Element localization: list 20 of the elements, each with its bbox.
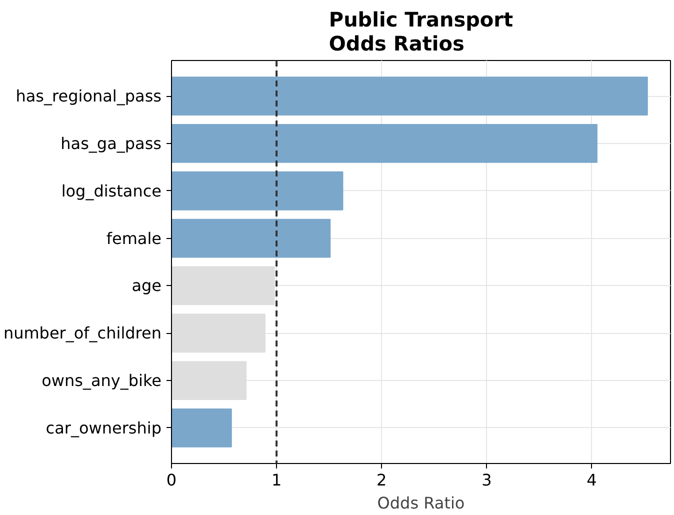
y-tick-label: has_ga_pass	[60, 134, 162, 153]
y-tick-label: age	[132, 276, 162, 296]
x-axis-title: Odds Ratio	[377, 494, 465, 512]
x-tick-label: 4	[586, 470, 597, 490]
bar	[172, 124, 598, 163]
x-tick-label: 1	[271, 470, 282, 490]
y-tick-label: owns_any_bike	[42, 371, 162, 390]
x-tick-label: 3	[482, 470, 492, 490]
bar	[172, 171, 344, 210]
chart-title: Public Transport Odds Ratios	[328, 8, 514, 56]
y-tick-label: number_of_children	[3, 324, 162, 343]
bar	[172, 408, 232, 448]
x-tick-label: 0	[166, 470, 177, 490]
y-tick-label: log_distance	[61, 181, 162, 200]
y-tick-label: has_regional_pass	[16, 86, 162, 106]
y-tick-label: female	[106, 228, 162, 248]
bar	[172, 218, 331, 258]
bar	[172, 76, 648, 116]
x-tick-label: 2	[376, 470, 387, 490]
y-tick-label: car_ownership	[46, 418, 162, 438]
